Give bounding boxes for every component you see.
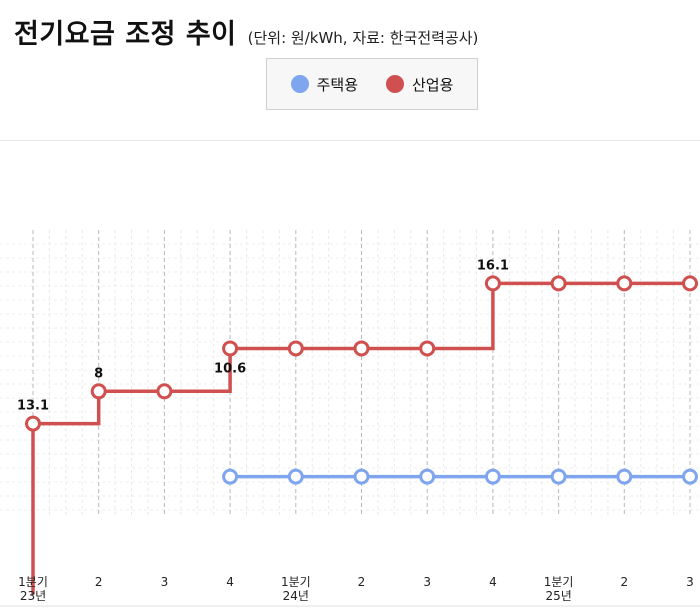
- title-row: 전기요금 조정 추이 (단위: 원/kWh, 자료: 한국전력공사): [14, 12, 478, 51]
- legend-item-residential[interactable]: 주택용: [290, 74, 358, 95]
- data-point-residential: [682, 468, 698, 485]
- x-tick-label: 1분기: [281, 575, 311, 589]
- x-tick-label: 3: [686, 575, 694, 589]
- x-tick-label: 4: [489, 575, 497, 589]
- x-tick-label: 4: [226, 575, 234, 589]
- data-label: 13.1: [17, 399, 49, 414]
- data-point-industrial: [90, 383, 107, 400]
- data-point-residential: [287, 468, 304, 485]
- legend-label-industrial: 산업용: [412, 75, 454, 94]
- data-point-industrial: [222, 340, 239, 357]
- x-tick-label: 2: [620, 575, 628, 589]
- data-point-industrial: [484, 275, 501, 292]
- data-point-residential: [419, 468, 436, 485]
- data-point-residential: [484, 468, 501, 485]
- data-point-residential: [616, 468, 633, 485]
- data-point-residential: [353, 468, 370, 485]
- legend-item-industrial[interactable]: 산업용: [386, 74, 453, 95]
- x-tick-label: 1분기: [18, 575, 48, 589]
- data-label: 16.1: [477, 258, 509, 273]
- legend: 주택용 산업용: [266, 58, 478, 110]
- data-point-industrial: [287, 340, 304, 357]
- data-point-industrial: [25, 415, 41, 432]
- legend-swatch-industrial: [386, 75, 404, 93]
- data-label: 8: [94, 366, 103, 381]
- chart-title: 전기요금 조정 추이: [14, 19, 237, 50]
- data-point-industrial: [550, 275, 567, 292]
- chart-subtitle: (단위: 원/kWh, 자료: 한국전력공사): [247, 29, 479, 47]
- x-tick-label: 25년: [545, 589, 571, 603]
- x-tick-label: 1분기: [544, 575, 574, 589]
- header-divider: [0, 140, 700, 141]
- data-point-industrial: [682, 275, 698, 292]
- data-point-residential: [550, 468, 567, 485]
- data-point-industrial: [616, 275, 633, 292]
- data-point-industrial: [419, 340, 436, 357]
- data-label: 10.6: [214, 361, 246, 376]
- legend-label-residential: 주택용: [316, 75, 358, 94]
- legend-swatch-residential: [290, 75, 309, 93]
- data-point-industrial: [353, 340, 370, 357]
- x-tick-label: 2: [358, 575, 366, 589]
- x-tick-label: 23년: [20, 589, 46, 603]
- x-tick-label: 2: [95, 575, 103, 589]
- x-tick-label: 3: [161, 575, 169, 589]
- x-tick-label: 3: [423, 575, 431, 589]
- x-tick-label: 24년: [283, 589, 309, 603]
- data-point-residential: [222, 468, 239, 485]
- data-point-industrial: [156, 383, 173, 400]
